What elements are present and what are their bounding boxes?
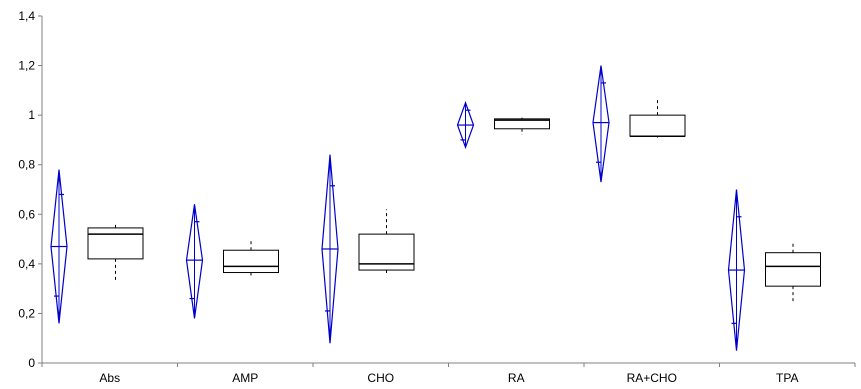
diamond-cho <box>321 154 339 344</box>
box-series <box>87 97 821 304</box>
y-tick-label: 0,4 <box>18 257 35 271</box>
box-rect <box>629 114 686 137</box>
diamond-tpa <box>727 189 746 351</box>
x-category-label: AMP <box>232 371 258 385</box>
box-ra <box>494 117 550 135</box>
y-tick-label: 0,8 <box>18 158 35 172</box>
box-cho <box>358 209 415 274</box>
diamond-ra <box>456 100 475 150</box>
x-category-label: RA <box>508 371 525 385</box>
box-rect <box>765 252 821 287</box>
box-ra-cho <box>629 97 686 138</box>
diamond-amp <box>185 204 204 319</box>
diamond-abs <box>50 169 68 324</box>
y-tick-label: 1,2 <box>18 59 35 73</box>
y-tick-label: 1 <box>28 108 35 122</box>
y-tick-label: 0,6 <box>18 207 35 221</box>
x-category-label: CHO <box>367 371 394 385</box>
diamond-ra-cho <box>592 65 610 183</box>
box-tpa <box>765 241 821 304</box>
x-category-label: RA+CHO <box>627 371 677 385</box>
box-rect <box>358 233 415 271</box>
box-rect <box>87 227 144 260</box>
x-category-label: TPA <box>776 371 798 385</box>
box-rect <box>494 118 550 130</box>
x-category-label: Abs <box>99 371 120 385</box>
y-tick-label: 1,4 <box>18 9 35 23</box>
y-tick-label: 0 <box>28 356 35 370</box>
y-tick-label: 0,2 <box>18 306 35 320</box>
y-axis-ticks: 0 0,2 0,4 0,6 0,8 1 1,2 1,4 <box>18 9 42 370</box>
box-amp <box>223 239 279 277</box>
box-abs <box>87 224 144 282</box>
diamond-series <box>50 65 746 351</box>
box-rect <box>223 249 279 274</box>
x-axis-ticks: Abs AMP CHO RA RA+CHO TPA <box>41 363 856 385</box>
